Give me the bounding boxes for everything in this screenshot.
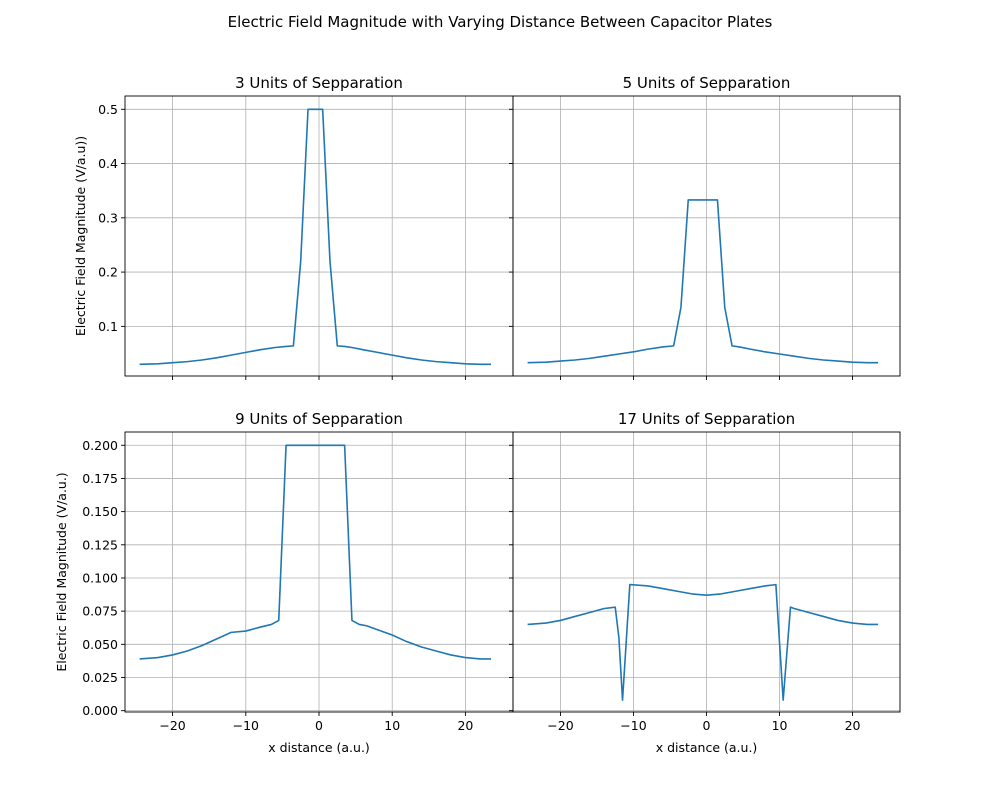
y-axis-label: Electric Field Magnitude (V/a.u.) [54,472,69,671]
subplot-2: 5 Units of Sepparation [509,74,901,380]
y-tick-label: 0.050 [82,637,118,652]
subplot-title: 3 Units of Sepparation [235,74,403,92]
y-tick-label: 0.175 [82,471,118,486]
subplot-title: 5 Units of Sepparation [623,74,791,92]
figure-title: Electric Field Magnitude with Varying Di… [228,13,773,31]
x-tick-label: 20 [845,718,861,733]
panels: 0.1 0.2 0.3 0.4 0.5 3 Units of Sepparation Ele… [54,74,901,755]
y-tick-label: 0.2 [98,265,118,280]
series-line [527,199,879,364]
y-tick-label: 0.5 [98,102,118,117]
subplot-1: 0.1 0.2 0.3 0.4 0.5 3 Units of Sepparation Ele… [73,74,514,380]
x-tick-label: 0 [315,718,323,733]
subplot-title: 9 Units of Sepparation [235,410,403,428]
y-tick-label: 0.000 [82,703,118,718]
y-tick-label: 0.200 [82,438,118,453]
subplot-4: −20 −10 0 10 20 17 Units of Sepparation x dist… [509,410,901,755]
x-tick-label: −20 [547,718,573,733]
x-axis-label: x distance (a.u.) [656,740,758,755]
y-axis-label: Electric Field Magnitude (V/a.u)) [73,136,88,336]
x-tick-label: −10 [233,718,259,733]
y-tick-label: 0.3 [98,210,118,225]
y-tick-label: 0.4 [98,156,118,171]
subplot-title: 17 Units of Sepparation [618,410,795,428]
y-tick-label: 0.1 [98,319,118,334]
x-tick-label: 0 [703,718,711,733]
x-tick-label: 10 [772,718,788,733]
y-tick-label: 0.100 [82,570,118,585]
y-tick-label: 0.075 [82,604,118,619]
series-line [139,444,492,660]
y-tick-label: 0.025 [82,670,118,685]
series-line [139,108,492,366]
x-tick-label: 10 [384,718,400,733]
x-tick-label: −20 [159,718,185,733]
series-line [527,583,879,701]
subplot-3: −20 −10 0 10 20 0.000 0.025 0.050 0.075 0.100 0.12… [54,410,514,755]
x-tick-label: 20 [457,718,473,733]
x-tick-label: −10 [620,718,646,733]
y-tick-label: 0.150 [82,504,118,519]
y-tick-label: 0.125 [82,537,118,552]
x-axis-label: x distance (a.u.) [268,740,370,755]
